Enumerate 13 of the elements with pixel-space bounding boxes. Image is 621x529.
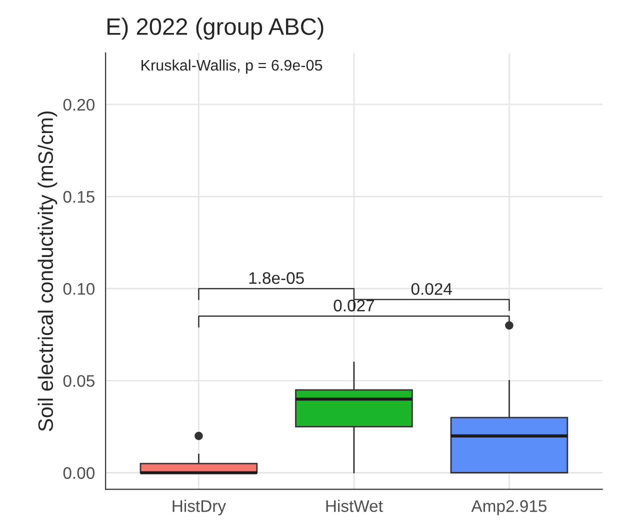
annotation: 0.024 — [411, 283, 452, 295]
y-tick-label: 0.15 — [63, 190, 94, 203]
y-tick-label: 0.00 — [63, 467, 95, 479]
y-tick-label: 0.05 — [63, 375, 94, 387]
chart-title: E) 2022 (group ABC) — [108, 18, 324, 40]
x-tick-label: HistDry — [172, 500, 226, 516]
x-tick-label: HistWet — [326, 500, 383, 512]
y-tick-label: 0.20 — [63, 98, 95, 111]
y-axis-title: Soil electrical conductivity (mS/cm) — [38, 111, 58, 432]
x-tick-label: Amp2.915 — [471, 500, 547, 516]
annotation: Kruskal-Wallis, p = 6.9e-05 — [142, 59, 322, 74]
y-tick-label: 0.10 — [63, 283, 95, 295]
annotation: 1.8e-05 — [249, 272, 304, 284]
